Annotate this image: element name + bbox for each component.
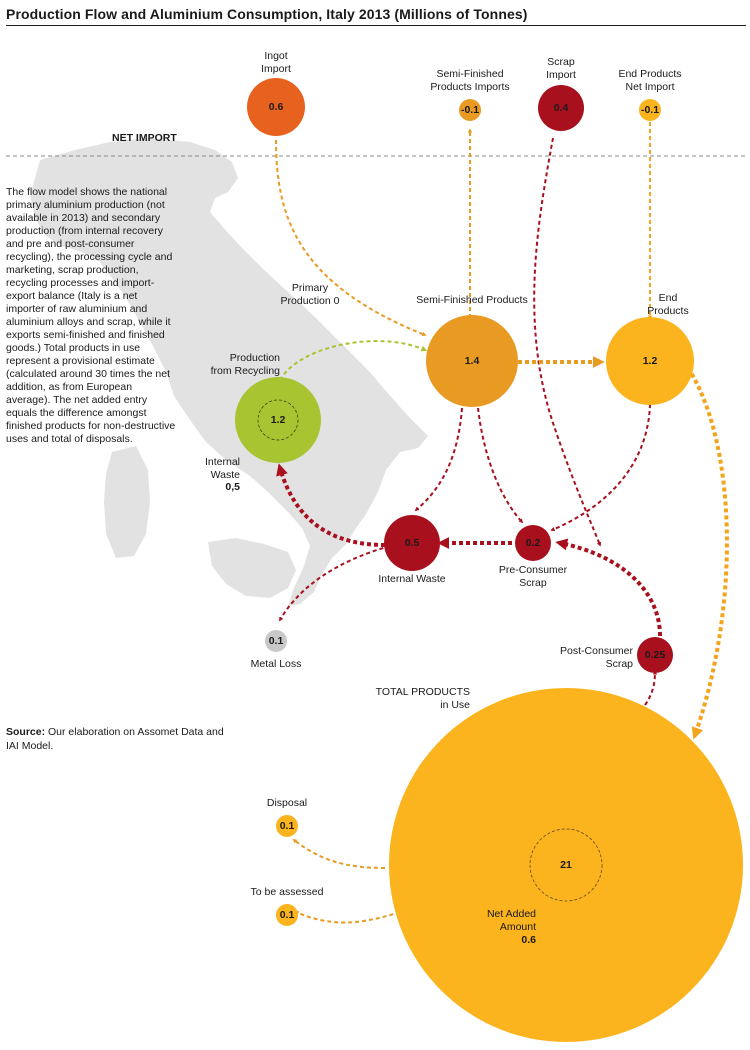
flow-end-to-pre-consumer (550, 403, 651, 532)
ingot-import-node (247, 78, 305, 136)
flow-total-to-disposal (292, 838, 386, 869)
scrap-import-node (538, 85, 584, 131)
assessed-value: 0.1 (279, 909, 295, 921)
internal-waste-label: Internal Waste (378, 573, 446, 585)
post-consumer-label: Post-Consumer Scrap (560, 645, 633, 670)
flow-total-to-post-consumer (644, 670, 658, 706)
recycling-value: 1.2 (270, 414, 286, 426)
disposal-value: 0.1 (279, 820, 295, 832)
source-note: Source: Our elaboration on Assomet Data … (6, 726, 226, 753)
semi-imports-label: Semi-Finished Products Imports (430, 68, 510, 93)
net-added-label: Net Added Amount (486, 908, 536, 933)
flow-semi-to-internal-waste (414, 407, 463, 512)
disposal-label: Disposal (266, 797, 308, 809)
total-products-node (389, 688, 743, 1042)
end-import-node (639, 99, 661, 121)
end-import-value: -0.1 (640, 104, 660, 116)
italy-map (30, 138, 428, 606)
end-import-label: End Products Net Import (618, 68, 682, 93)
flow-recycling-to-semi (279, 340, 428, 381)
recycling-inner-ring (257, 399, 299, 441)
total-products-value: 21 (560, 859, 572, 871)
flow-internal-waste-to-metal-loss (279, 545, 391, 622)
pre-consumer-value: 0.2 (525, 537, 541, 549)
semi-finished-value: 1.4 (464, 355, 480, 367)
recycling-internal-value: 0,5 (225, 481, 240, 493)
sicily (208, 538, 296, 598)
flow-scrap-import-to-pre (533, 137, 602, 547)
net-added-value: 0.6 (521, 934, 536, 946)
flow-post-to-pre (555, 538, 662, 637)
ingot-import-value: 0.6 (268, 101, 284, 113)
semi-imports-value: -0.1 (460, 104, 480, 116)
post-consumer-value: 0.25 (644, 649, 666, 661)
metal-loss-label: Metal Loss (250, 658, 302, 670)
description-text: The flow model shows the national primar… (6, 186, 176, 445)
pre-consumer-node (515, 525, 551, 561)
semi-finished-label: Semi-Finished Products (416, 294, 528, 306)
title-rule (6, 25, 746, 26)
recycling-internal-label: Internal Waste (204, 456, 240, 481)
semi-imports-node (459, 99, 481, 121)
disposal-node (276, 815, 298, 837)
end-products-node (606, 317, 694, 405)
source-label: Source: (6, 726, 46, 738)
recycling-node (235, 377, 321, 463)
internal-waste-value: 0.5 (404, 537, 420, 549)
total-products-label: TOTAL PRODUCTS in Use (375, 686, 470, 711)
scrap-import-value: 0.4 (553, 102, 569, 114)
metal-loss-value: 0.1 (268, 635, 284, 647)
assessed-label: To be assessed (250, 886, 324, 898)
pre-consumer-label: Pre-Consumer Scrap (498, 564, 568, 589)
source-text: Our elaboration on Assomet Data and IAI … (6, 726, 224, 752)
end-products-value: 1.2 (642, 355, 658, 367)
chart-title: Production Flow and Aluminium Consumptio… (6, 6, 528, 22)
net-import-label: NET IMPORT (112, 132, 177, 144)
scrap-import-label: Scrap Import (546, 56, 576, 81)
flow-ingot-to-semi (275, 139, 427, 337)
flow-total-to-assessed (294, 911, 401, 924)
flow-end-to-total (686, 366, 729, 740)
primary-production-label: Primary Production 0 (280, 282, 340, 307)
semi-finished-node (426, 315, 518, 407)
flow-internal-waste-to-recycling (276, 463, 386, 547)
assessed-node (276, 904, 298, 926)
italy-mainland (30, 138, 428, 606)
post-consumer-node (637, 637, 673, 673)
end-products-label: End Products (647, 292, 689, 317)
internal-waste-node (384, 515, 440, 571)
recycling-label: Production from Recycling (210, 352, 280, 377)
total-products-inner-ring (529, 828, 603, 902)
sardinia (104, 446, 150, 558)
ingot-import-label: Ingot Import (261, 50, 291, 75)
metal-loss-node (265, 630, 287, 652)
flow-semi-to-pre-consumer (477, 407, 524, 524)
